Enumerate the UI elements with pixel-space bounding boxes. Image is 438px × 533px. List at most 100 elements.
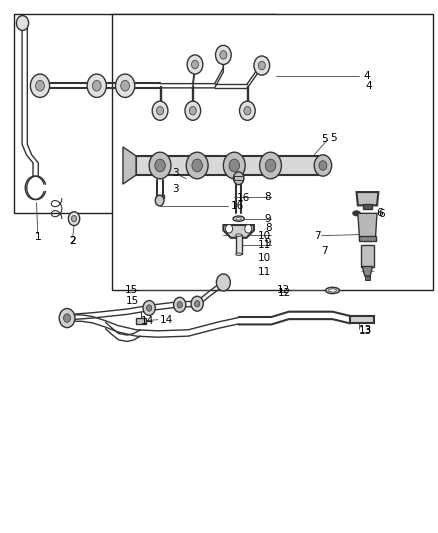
Circle shape bbox=[191, 296, 203, 311]
Text: 14: 14 bbox=[141, 316, 155, 326]
Circle shape bbox=[185, 101, 201, 120]
Bar bbox=[174, 176, 198, 196]
Circle shape bbox=[245, 224, 252, 233]
Ellipse shape bbox=[233, 216, 244, 221]
Text: 8: 8 bbox=[265, 223, 272, 233]
Text: 11: 11 bbox=[258, 267, 272, 277]
Text: 5: 5 bbox=[330, 133, 337, 143]
Circle shape bbox=[64, 314, 71, 322]
Circle shape bbox=[116, 74, 135, 98]
Bar bbox=[136, 318, 146, 324]
Circle shape bbox=[229, 159, 240, 172]
Polygon shape bbox=[123, 147, 136, 184]
Circle shape bbox=[155, 195, 164, 206]
Circle shape bbox=[147, 305, 152, 311]
Text: 15: 15 bbox=[126, 296, 140, 306]
Text: 15: 15 bbox=[125, 286, 138, 295]
Circle shape bbox=[68, 212, 80, 225]
Text: 9: 9 bbox=[265, 238, 272, 247]
Text: 5: 5 bbox=[321, 134, 328, 144]
Circle shape bbox=[187, 55, 203, 74]
Circle shape bbox=[240, 101, 255, 120]
Circle shape bbox=[59, 309, 75, 328]
Circle shape bbox=[244, 107, 251, 115]
Bar bbox=[112, 14, 433, 290]
Bar bbox=[350, 316, 374, 324]
Ellipse shape bbox=[353, 211, 360, 216]
Ellipse shape bbox=[236, 234, 242, 237]
Bar bbox=[363, 204, 372, 209]
Text: 16: 16 bbox=[237, 193, 250, 204]
Text: 11: 11 bbox=[258, 240, 271, 249]
Text: 8: 8 bbox=[264, 192, 271, 203]
Text: 2: 2 bbox=[69, 236, 76, 246]
Circle shape bbox=[186, 152, 208, 179]
Text: 1: 1 bbox=[35, 232, 41, 243]
Text: 3: 3 bbox=[172, 168, 179, 178]
Circle shape bbox=[314, 155, 332, 176]
Circle shape bbox=[71, 215, 77, 222]
Ellipse shape bbox=[328, 289, 336, 292]
Polygon shape bbox=[362, 266, 373, 276]
Circle shape bbox=[152, 101, 168, 120]
Circle shape bbox=[156, 107, 163, 115]
Bar bbox=[236, 235, 242, 254]
Text: 4: 4 bbox=[365, 81, 372, 91]
Circle shape bbox=[189, 107, 196, 115]
Bar bbox=[234, 176, 243, 180]
Circle shape bbox=[258, 61, 265, 70]
Circle shape bbox=[215, 45, 231, 64]
Circle shape bbox=[143, 301, 155, 316]
Text: 13: 13 bbox=[359, 325, 372, 335]
Polygon shape bbox=[357, 192, 378, 205]
Text: 1: 1 bbox=[35, 232, 41, 243]
Ellipse shape bbox=[236, 217, 241, 220]
Circle shape bbox=[177, 302, 182, 308]
Text: 12: 12 bbox=[278, 288, 291, 298]
Bar bbox=[361, 245, 374, 266]
Circle shape bbox=[92, 80, 101, 91]
Circle shape bbox=[216, 274, 230, 291]
Circle shape bbox=[149, 152, 171, 179]
Text: 13: 13 bbox=[359, 326, 372, 336]
Circle shape bbox=[319, 161, 327, 170]
Circle shape bbox=[155, 159, 165, 172]
Circle shape bbox=[30, 74, 49, 98]
Text: 3: 3 bbox=[172, 184, 179, 195]
Circle shape bbox=[173, 297, 186, 312]
Circle shape bbox=[223, 152, 245, 179]
Circle shape bbox=[194, 301, 200, 307]
Circle shape bbox=[121, 80, 130, 91]
Circle shape bbox=[35, 80, 44, 91]
Bar bbox=[14, 14, 276, 213]
Text: 4: 4 bbox=[363, 71, 370, 81]
Polygon shape bbox=[358, 213, 377, 240]
Ellipse shape bbox=[236, 253, 242, 256]
Circle shape bbox=[265, 159, 276, 172]
Text: 16: 16 bbox=[231, 201, 244, 211]
Text: 10: 10 bbox=[258, 231, 271, 241]
Ellipse shape bbox=[325, 287, 339, 294]
Circle shape bbox=[191, 60, 198, 69]
Text: 7: 7 bbox=[314, 231, 320, 241]
Text: 7: 7 bbox=[321, 246, 328, 255]
Circle shape bbox=[87, 74, 106, 98]
Circle shape bbox=[260, 152, 282, 179]
Circle shape bbox=[192, 159, 202, 172]
Bar bbox=[359, 236, 376, 241]
Text: 6: 6 bbox=[376, 208, 383, 219]
Text: 12: 12 bbox=[276, 286, 290, 295]
Bar bbox=[136, 156, 319, 175]
Text: 9: 9 bbox=[264, 214, 271, 224]
Text: 10: 10 bbox=[258, 253, 272, 263]
Circle shape bbox=[220, 51, 227, 59]
Polygon shape bbox=[223, 225, 254, 238]
Circle shape bbox=[226, 224, 233, 233]
Circle shape bbox=[16, 15, 28, 30]
Text: 2: 2 bbox=[69, 236, 76, 246]
Text: 6: 6 bbox=[378, 209, 385, 220]
Bar bbox=[365, 276, 370, 280]
Circle shape bbox=[254, 56, 270, 75]
Text: 14: 14 bbox=[160, 314, 173, 325]
Circle shape bbox=[233, 172, 244, 184]
